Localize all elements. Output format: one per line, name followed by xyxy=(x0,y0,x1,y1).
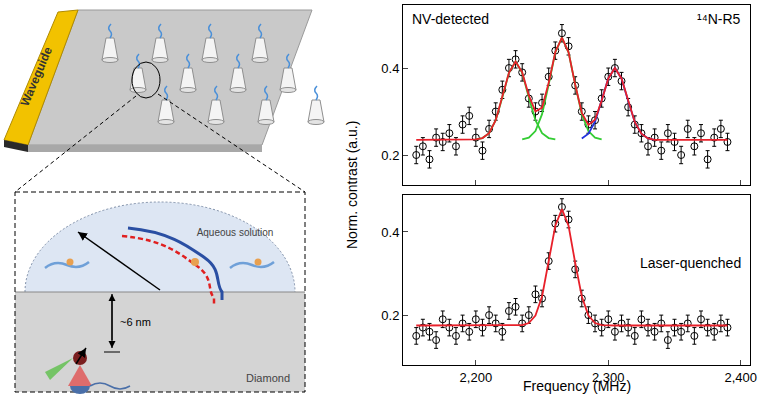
svg-text:0.2: 0.2 xyxy=(381,148,399,163)
svg-text:0.4: 0.4 xyxy=(381,61,399,76)
svg-text:0.2: 0.2 xyxy=(381,308,399,323)
svg-text:¹⁴N-R5: ¹⁴N-R5 xyxy=(697,11,741,27)
svg-text:Diamond: Diamond xyxy=(246,372,290,384)
svg-text:Waveguide: Waveguide xyxy=(18,44,56,108)
svg-text:2,200: 2,200 xyxy=(460,370,493,385)
svg-text:~6 nm: ~6 nm xyxy=(120,316,151,328)
svg-text:2,400: 2,400 xyxy=(724,370,757,385)
svg-text:Norm. contrast (a.u.): Norm. contrast (a.u.) xyxy=(344,121,360,249)
svg-text:2,300: 2,300 xyxy=(592,370,625,385)
svg-text:0.4: 0.4 xyxy=(381,225,399,240)
svg-text:Laser-quenched: Laser-quenched xyxy=(640,255,741,271)
svg-text:Frequency (MHz): Frequency (MHz) xyxy=(523,378,631,394)
svg-text:NV-detected: NV-detected xyxy=(412,11,489,27)
svg-text:Aqueous solution: Aqueous solution xyxy=(197,227,274,238)
